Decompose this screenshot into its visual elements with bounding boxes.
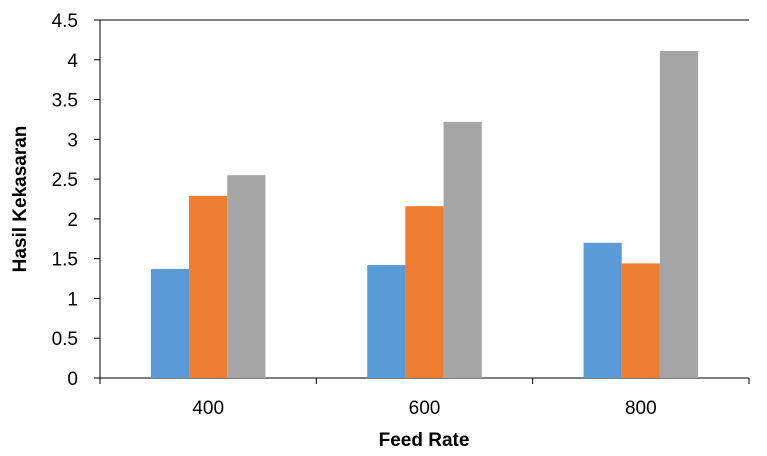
bar-series-3-600 [443, 121, 482, 378]
y-axis-title: Hasil Kekasaran [10, 126, 31, 273]
y-tick-label: 4.5 [52, 11, 78, 32]
y-tick-label: 0.5 [52, 329, 78, 350]
bar-series-2-400 [189, 195, 228, 378]
bar-series-3-400 [227, 175, 266, 378]
y-axis-ticks: 0 0.5 1 1.5 2 2.5 3 3.5 4 4.5 [52, 11, 100, 390]
y-tick-label: 3.5 [52, 91, 78, 112]
x-axis-ticks: 400 600 800 [99, 378, 750, 419]
bar-series [150, 51, 699, 378]
y-tick-label: 2.5 [52, 170, 78, 191]
x-tick-label: 800 [625, 398, 657, 419]
y-tick-label: 3 [67, 130, 78, 151]
y-tick-label: 1 [67, 289, 78, 310]
x-tick-label: 600 [409, 398, 441, 419]
x-tick-label: 400 [192, 398, 224, 419]
bar-series-1-800 [583, 242, 622, 378]
bar-series-2-800 [621, 263, 660, 378]
y-tick-label: 2 [67, 210, 78, 231]
bar-series-1-400 [150, 269, 190, 378]
bar-series-3-800 [659, 51, 699, 378]
bar-series-2-600 [405, 206, 444, 378]
y-tick-label: 0 [67, 369, 78, 390]
bar-series-1-600 [367, 265, 406, 378]
y-tick-label: 1.5 [52, 250, 78, 271]
x-axis-title: Feed Rate [379, 430, 470, 451]
y-tick-label: 4 [67, 51, 78, 72]
